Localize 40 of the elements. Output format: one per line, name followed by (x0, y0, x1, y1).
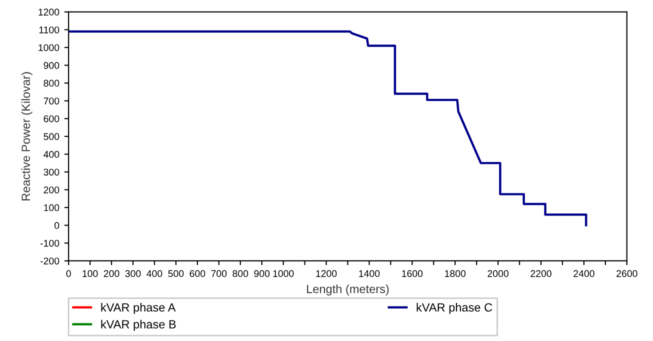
x-tick-label: 1400 (359, 270, 380, 278)
x-tick-label: 2200 (530, 270, 552, 278)
y-tick-label: 300 (44, 168, 60, 176)
y-tick-label: 700 (44, 98, 60, 104)
x-tick-label: 900 (254, 270, 270, 278)
x-tick-label: 100 (82, 270, 98, 278)
y-tick-label: 0 (54, 222, 60, 229)
legend-label: kVAR phase B (101, 320, 176, 331)
y-tick-label: 1200 (38, 8, 60, 16)
x-tick-label: 600 (190, 270, 206, 278)
y-tick-label: 200 (44, 186, 60, 194)
x-tick-label: 2600 (616, 270, 638, 278)
x-tick-label: 1600 (402, 270, 423, 278)
y-tick-label: -200 (40, 258, 60, 264)
y-tick-label: 1000 (38, 44, 60, 52)
x-tick-label: 1000 (273, 270, 294, 278)
y-tick-label: 800 (44, 80, 60, 87)
y-tick-label: 900 (44, 62, 60, 69)
y-tick-label: -100 (40, 240, 60, 247)
y-tick-label: 600 (44, 115, 60, 122)
x-axis-title: Length (meters) (307, 284, 389, 296)
x-tick-label: 800 (232, 270, 248, 278)
x-tick-label: 0 (66, 270, 71, 278)
line-series (68, 30, 588, 226)
x-tick-label: 500 (168, 270, 184, 278)
y-tick-label: 500 (44, 133, 60, 140)
x-tick-label: 200 (104, 270, 120, 278)
x-tick-label: 400 (146, 270, 162, 278)
legend-label: kVAR phase A (101, 302, 176, 314)
y-tick-label: 400 (44, 150, 60, 158)
x-tick-label: 2400 (574, 270, 594, 278)
y-tick-label: 1100 (39, 26, 60, 34)
x-tick-label: 2000 (488, 270, 508, 278)
x-tick-label: 1200 (316, 270, 337, 278)
y-axis-title: Reactive Power (Kilovar) (21, 72, 32, 200)
x-tick-label: 300 (125, 270, 141, 278)
x-tick-label: 1800 (445, 270, 466, 278)
y-tick-label: 100 (44, 204, 60, 212)
legend-label: kVAR phase C (416, 302, 492, 314)
x-tick-label: 700 (211, 270, 227, 278)
